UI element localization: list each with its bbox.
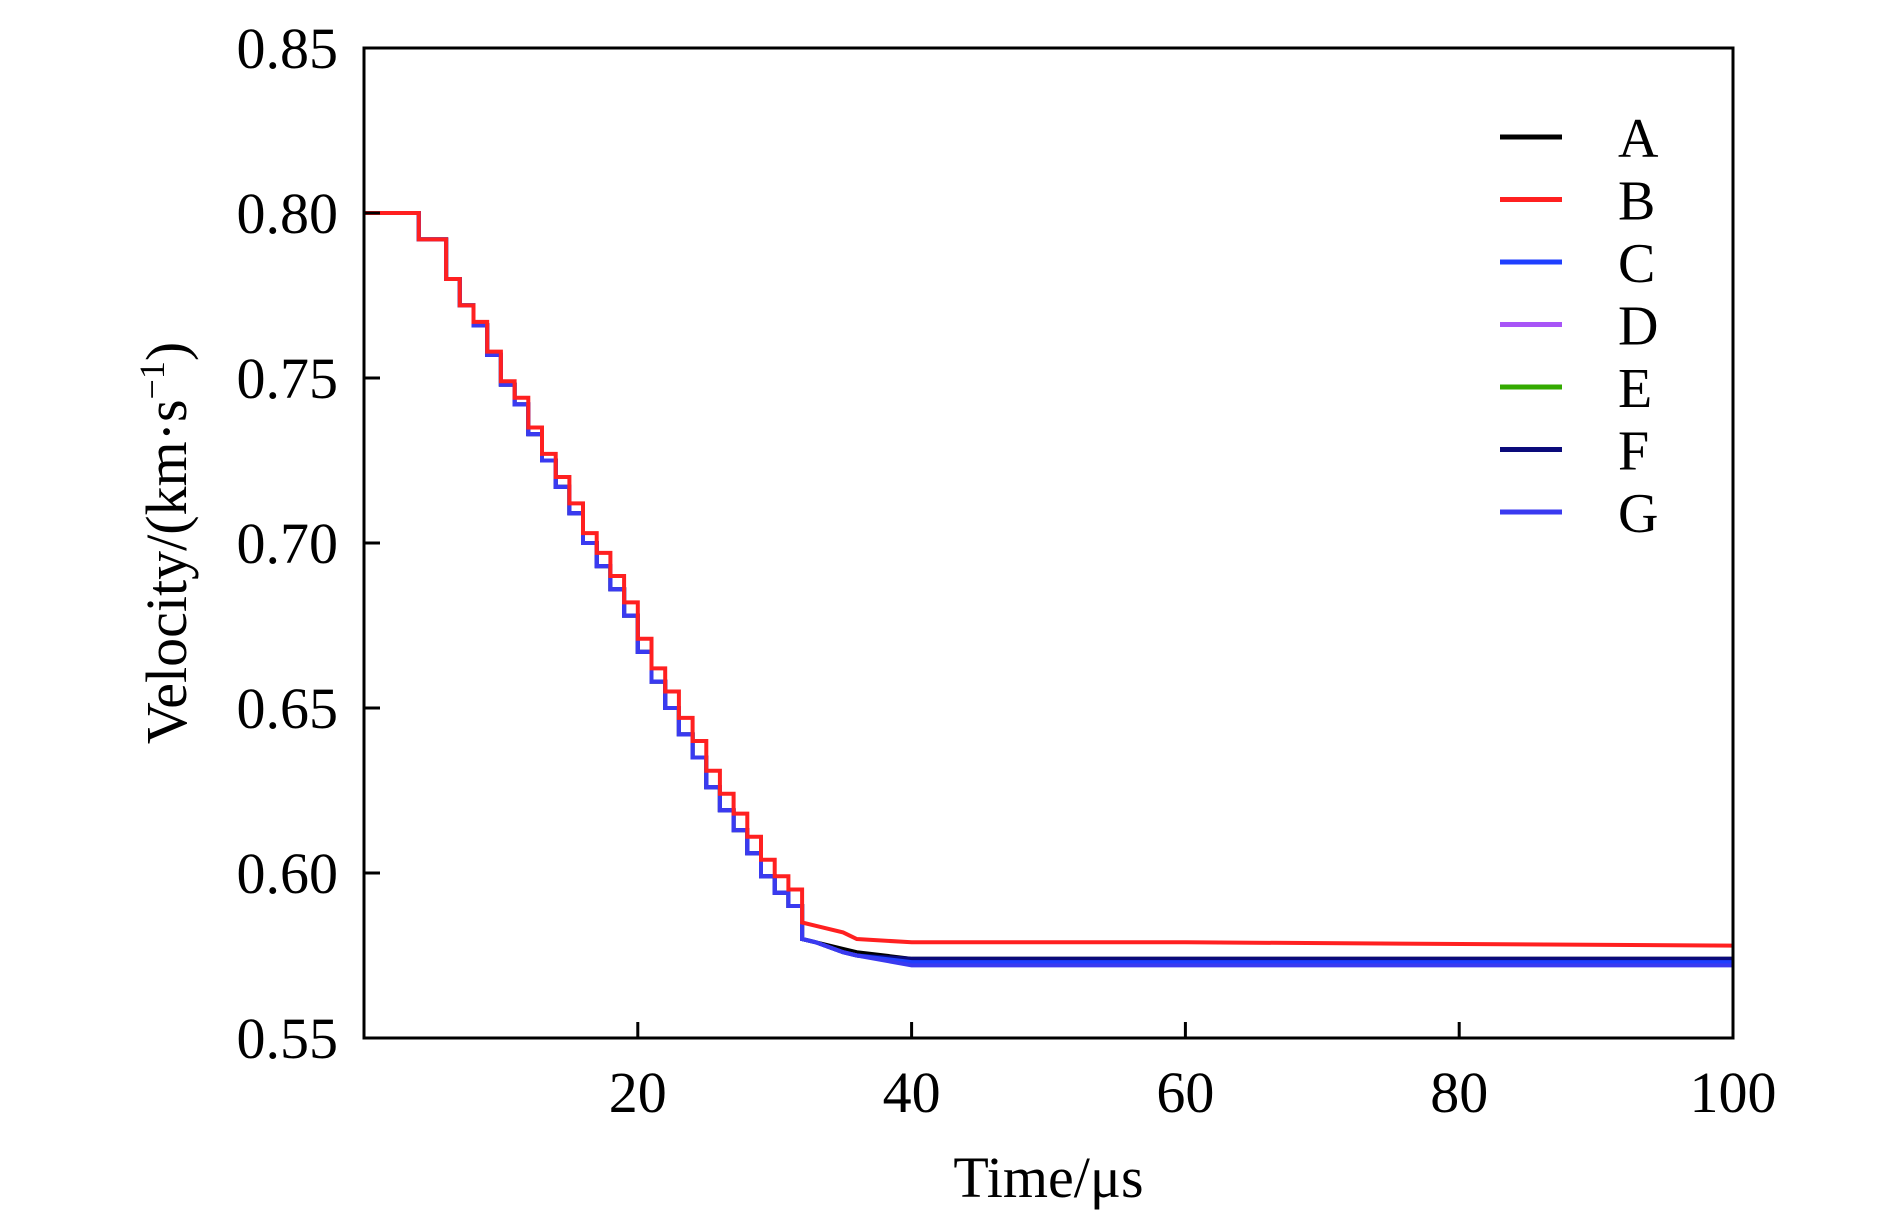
y-axis-title: Velocity/(km·s−1): [132, 342, 199, 744]
x-tick-label: 20: [609, 1060, 667, 1125]
y-tick-label: 0.65: [237, 676, 339, 741]
y-axis-title-close: ): [134, 342, 199, 361]
series-line-b: [364, 211, 1734, 948]
y-axis-title-superscript: −1: [132, 361, 172, 399]
legend-label-f: F: [1618, 421, 1649, 483]
legend-label-b: B: [1618, 171, 1655, 233]
x-tick-label: 80: [1430, 1060, 1488, 1125]
y-tick-label: 0.60: [237, 841, 339, 906]
axis-ticks: 0.55 0.60 0.65 0.70 0.75 0.80 0.85 20 40 60 80 100: [237, 16, 1777, 1125]
x-axis-title: Time/μs: [953, 1145, 1143, 1210]
x-tick-label: 100: [1690, 1060, 1777, 1125]
y-axis-title-main: Velocity/(km·s: [134, 399, 199, 744]
legend-label-g: G: [1618, 483, 1658, 545]
legend-label-a: A: [1618, 108, 1659, 170]
y-tick-label: 0.75: [237, 346, 339, 411]
y-tick-label: 0.85: [237, 16, 339, 81]
y-tick-label: 0.55: [237, 1006, 339, 1071]
legend-label-c: C: [1618, 233, 1655, 295]
y-tick-label: 0.70: [237, 511, 339, 576]
plot-frame: [362, 46, 1735, 1040]
x-tick-label: 40: [883, 1060, 941, 1125]
legend-label-e: E: [1618, 358, 1652, 420]
y-tick-label: 0.80: [237, 181, 339, 246]
series-layer: [364, 211, 1734, 968]
legend-label-d: D: [1618, 296, 1658, 358]
x-tick-label: 60: [1156, 1060, 1214, 1125]
